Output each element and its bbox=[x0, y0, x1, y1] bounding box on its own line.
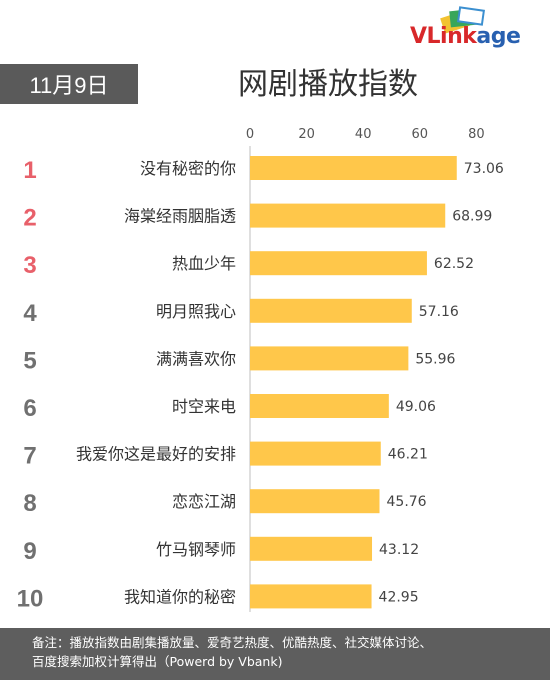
category-label: 明月照我心 bbox=[156, 302, 236, 321]
category-label: 恋恋江湖 bbox=[172, 492, 236, 511]
footnote-line-1: 备注：播放指数由剧集播放量、爱奇艺热度、优酷热度、社交媒体讨论、 bbox=[32, 635, 433, 650]
category-label: 满满喜欢你 bbox=[156, 349, 236, 368]
value-label: 49.06 bbox=[396, 399, 436, 415]
category-label: 没有秘密的你 bbox=[140, 159, 236, 178]
rank-number: 8 bbox=[23, 490, 36, 517]
x-tick-label: 20 bbox=[298, 127, 315, 142]
date-badge: 11月9日 bbox=[0, 64, 138, 104]
x-tick-label: 0 bbox=[246, 127, 254, 142]
category-label: 海棠经雨胭脂透 bbox=[124, 207, 236, 226]
rank-number: 2 bbox=[23, 205, 36, 232]
category-label: 我爱你这是最好的安排 bbox=[76, 445, 236, 464]
bar bbox=[250, 489, 380, 514]
value-label: 55.96 bbox=[415, 351, 455, 367]
value-label: 57.16 bbox=[419, 304, 459, 320]
rank-number: 9 bbox=[23, 538, 36, 565]
category-label: 热血少年 bbox=[172, 254, 236, 273]
rank-number: 6 bbox=[23, 395, 36, 422]
x-tick-label: 40 bbox=[355, 127, 372, 142]
rank-number: 3 bbox=[23, 252, 36, 279]
bar-chart: 0 20 40 60 80 1 没有秘密的你 73.06 2 海棠经雨胭脂透 68.99 3 热血少年 6… bbox=[17, 127, 504, 612]
rank-number: 4 bbox=[23, 300, 37, 327]
value-label: 45.76 bbox=[387, 494, 427, 510]
chart-title: 网剧播放指数 bbox=[238, 67, 418, 102]
x-tick-label: 80 bbox=[468, 127, 485, 142]
bar bbox=[250, 441, 381, 466]
value-label: 73.06 bbox=[464, 161, 504, 177]
bar bbox=[250, 203, 446, 228]
footnote-line-2: 百度搜索加权计算得出（Powerd by Vbank) bbox=[32, 654, 283, 669]
rank-number: 7 bbox=[23, 443, 36, 470]
category-label: 竹马钢琴师 bbox=[156, 540, 236, 559]
category-label: 时空来电 bbox=[172, 397, 236, 416]
bar bbox=[250, 536, 373, 561]
bar bbox=[250, 298, 412, 323]
value-label: 42.95 bbox=[379, 589, 419, 605]
bar bbox=[250, 346, 409, 371]
logo-cards-icon bbox=[440, 6, 485, 34]
rank-number: 5 bbox=[23, 347, 36, 374]
value-label: 68.99 bbox=[452, 209, 492, 225]
value-label: 46.21 bbox=[388, 447, 428, 463]
category-label: 我知道你的秘密 bbox=[124, 587, 236, 606]
bar bbox=[250, 156, 457, 180]
bar bbox=[250, 251, 427, 276]
bar bbox=[250, 584, 372, 609]
rank-number: 10 bbox=[17, 585, 44, 612]
rank-number: 1 bbox=[23, 157, 36, 184]
bar bbox=[250, 394, 389, 418]
x-tick-label: 60 bbox=[412, 127, 429, 142]
value-label: 62.52 bbox=[434, 256, 474, 272]
vlinkage-logo: VLinkage bbox=[410, 6, 540, 56]
value-label: 43.12 bbox=[379, 542, 419, 558]
logo-wordmark: VLinkage bbox=[410, 24, 521, 49]
footnote: 备注：播放指数由剧集播放量、爱奇艺热度、优酷热度、社交媒体讨论、 百度搜索加权计… bbox=[0, 628, 550, 680]
